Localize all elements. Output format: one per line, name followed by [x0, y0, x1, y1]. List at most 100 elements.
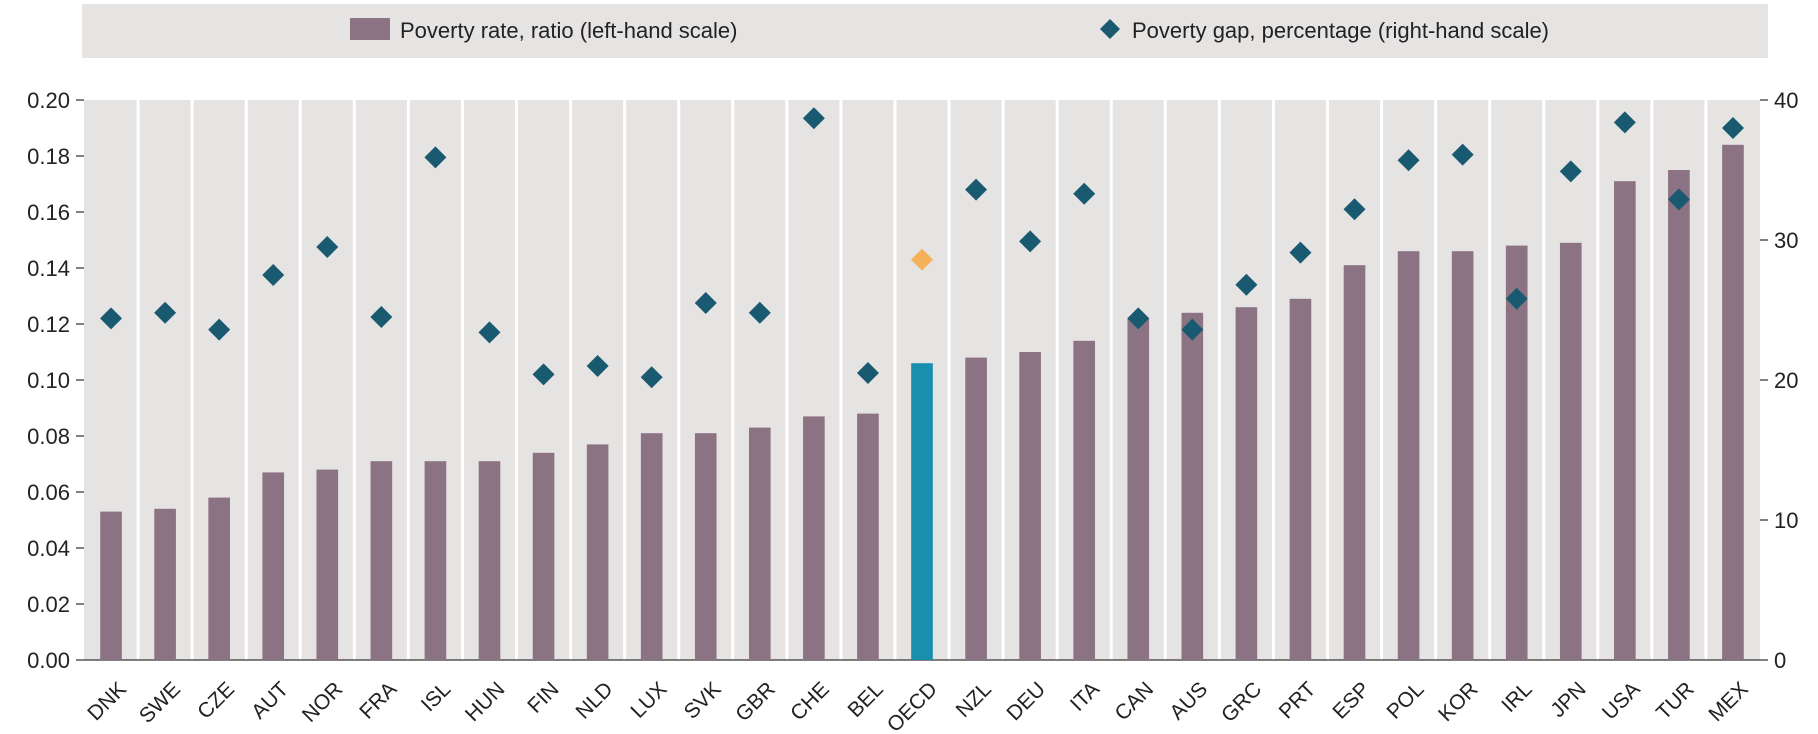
gap-diamond	[208, 318, 231, 341]
bar	[965, 357, 987, 660]
bar	[748, 427, 771, 660]
bar	[1343, 265, 1366, 660]
gap-diamond	[262, 264, 285, 286]
left-tick-label: 0.04	[27, 536, 70, 561]
left-tick-label: 0.18	[27, 144, 70, 169]
gap-diamond	[911, 248, 933, 271]
gap-diamond	[1289, 241, 1312, 264]
category-label: GRC	[1217, 678, 1266, 727]
bar	[424, 461, 447, 660]
gap-diamond	[640, 366, 663, 389]
right-tick-label: 10	[1774, 508, 1798, 533]
category-label: NZL	[952, 678, 996, 722]
bar	[154, 508, 176, 660]
gap-diamond	[1721, 117, 1744, 139]
bar	[100, 511, 122, 660]
category-label: DEU	[1002, 678, 1050, 726]
bar	[640, 433, 663, 660]
bar	[1668, 170, 1690, 660]
category-label: CZE	[193, 678, 239, 724]
category-label: ISL	[417, 678, 456, 717]
category-label: KOR	[1434, 678, 1482, 726]
category-label: SWE	[135, 678, 185, 728]
left-tick-label: 0.06	[27, 480, 70, 505]
gap-diamond	[1073, 182, 1096, 205]
gap-diamond	[1127, 307, 1150, 330]
bar	[1722, 144, 1744, 661]
category-label: GBR	[731, 678, 779, 726]
right-tick-label: 30	[1774, 228, 1798, 253]
bar	[1397, 251, 1420, 660]
gap-diamond	[1451, 143, 1474, 166]
category-label: DNK	[83, 678, 131, 726]
gap-diamond	[370, 306, 393, 328]
gap-diamond	[1559, 160, 1582, 183]
bar	[1289, 298, 1312, 660]
gap-diamond	[478, 321, 501, 344]
bar	[857, 413, 879, 660]
category-label: CAN	[1111, 678, 1159, 726]
bar	[586, 444, 609, 660]
bar	[1181, 312, 1204, 660]
gap-diamond	[1181, 318, 1204, 341]
category-label: AUS	[1165, 678, 1212, 725]
gap-diamond	[1343, 198, 1366, 221]
legend: Poverty rate, ratio (left-hand scale) Po…	[82, 4, 1768, 58]
gap-diamond	[424, 146, 447, 169]
gap-diamond	[748, 301, 771, 324]
bar	[1019, 352, 1041, 660]
left-tick-label: 0.12	[27, 312, 70, 337]
bar	[478, 461, 501, 660]
bar	[262, 472, 285, 660]
gap-diamond	[1019, 230, 1042, 253]
bar	[803, 416, 825, 660]
legend-diamond-icon	[1100, 19, 1120, 39]
bar	[1451, 251, 1474, 660]
category-label: LUX	[626, 678, 671, 723]
gap-diamond	[802, 107, 825, 130]
category-label: MEX	[1704, 678, 1752, 726]
category-label: AUT	[247, 678, 293, 724]
legend-bar-label: Poverty rate, ratio (left-hand scale)	[400, 18, 737, 43]
category-label: HUN	[461, 678, 509, 726]
gap-diamond	[965, 178, 988, 201]
right-tick-label: 20	[1774, 368, 1798, 393]
gap-diamond	[1397, 149, 1420, 172]
bar	[1559, 242, 1582, 661]
category-label: ESP	[1328, 678, 1374, 724]
legend-bar-swatch	[350, 18, 390, 40]
bar	[316, 469, 339, 660]
right-tick-label: 0	[1774, 648, 1786, 673]
category-label: NLD	[572, 678, 618, 724]
left-tick-label: 0.10	[27, 368, 70, 393]
left-tick-label: 0.08	[27, 424, 70, 449]
bar	[532, 452, 555, 660]
category-label: USA	[1598, 678, 1645, 725]
category-label: CHE	[786, 678, 834, 726]
left-tick-label: 0.14	[27, 256, 70, 281]
gap-diamond	[1667, 188, 1690, 211]
gap-diamond	[1613, 111, 1636, 134]
gap-diamond	[316, 236, 339, 258]
bar	[1235, 307, 1258, 660]
gap-diamond	[154, 301, 177, 324]
category-label: BEL	[844, 678, 888, 722]
bar	[1073, 340, 1096, 660]
gap-diamond	[694, 292, 717, 314]
bar	[1127, 318, 1150, 660]
plot-area: 0.00 0.02 0.04 0.06 0.08 0.10 0.12 0.14 0.16 0.18…	[27, 88, 1798, 734]
category-label: POL	[1383, 678, 1429, 724]
category-label: OECD	[883, 678, 942, 734]
gap-diamond	[100, 307, 123, 330]
category-label: JPN	[1546, 678, 1590, 722]
category-label: SVK	[680, 678, 726, 724]
bar	[1505, 245, 1528, 660]
left-tick-label: 0.00	[27, 648, 70, 673]
gap-diamond	[856, 362, 879, 384]
legend-diamond-label: Poverty gap, percentage (right-hand scal…	[1132, 18, 1549, 43]
left-tick-label: 0.16	[27, 200, 70, 225]
gap-diamond	[1235, 273, 1258, 296]
left-tick-label: 0.02	[27, 592, 70, 617]
right-tick-label: 40	[1774, 88, 1798, 113]
